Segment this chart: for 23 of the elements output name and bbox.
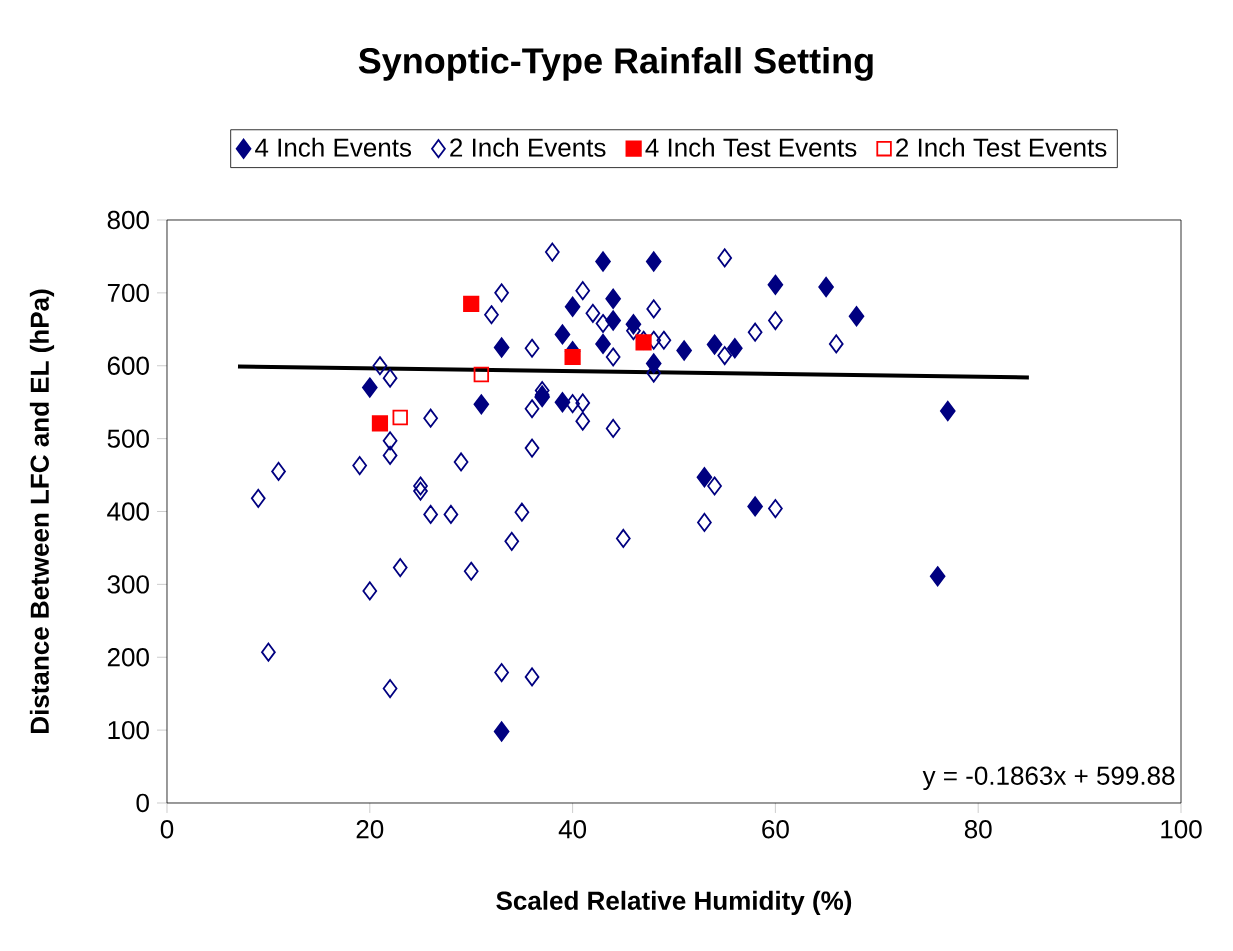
y-tick-label: 200: [107, 648, 149, 667]
y-tick-label: 500: [107, 429, 149, 448]
x-tick-label: 100: [1161, 820, 1202, 839]
x-tick-label: 40: [558, 820, 587, 839]
x-tick-label: 60: [762, 820, 789, 839]
y-tick-label: 100: [108, 720, 149, 740]
legend-label: 4 Inch Events: [255, 137, 412, 157]
y-tick-label: 300: [107, 575, 149, 594]
legend-label: 2 Inch Events: [450, 137, 606, 157]
y-axis-title: Distance Between LFC and EL (hPa): [29, 289, 55, 733]
y-tick-label: 800: [107, 210, 149, 230]
y-tick-label: 400: [107, 502, 149, 521]
x-tick-label: 20: [356, 820, 384, 839]
y-tick-label: 600: [107, 356, 149, 375]
x-tick-label: 80: [964, 820, 992, 839]
annotation: y = -0.1863x + 599.88: [922, 766, 1175, 791]
y-tick-label: 700: [107, 283, 149, 303]
x-tick-label: 0: [160, 820, 174, 839]
legend-label: 4 Inch Test Events: [645, 137, 857, 157]
x-axis-title: Scaled Relative Humidity (%): [496, 890, 852, 916]
chart-title: Synoptic-Type Rainfall Setting: [358, 47, 873, 81]
y-tick-label: 0: [136, 793, 149, 813]
legend-label: 2 Inch Test Events: [896, 137, 1107, 157]
